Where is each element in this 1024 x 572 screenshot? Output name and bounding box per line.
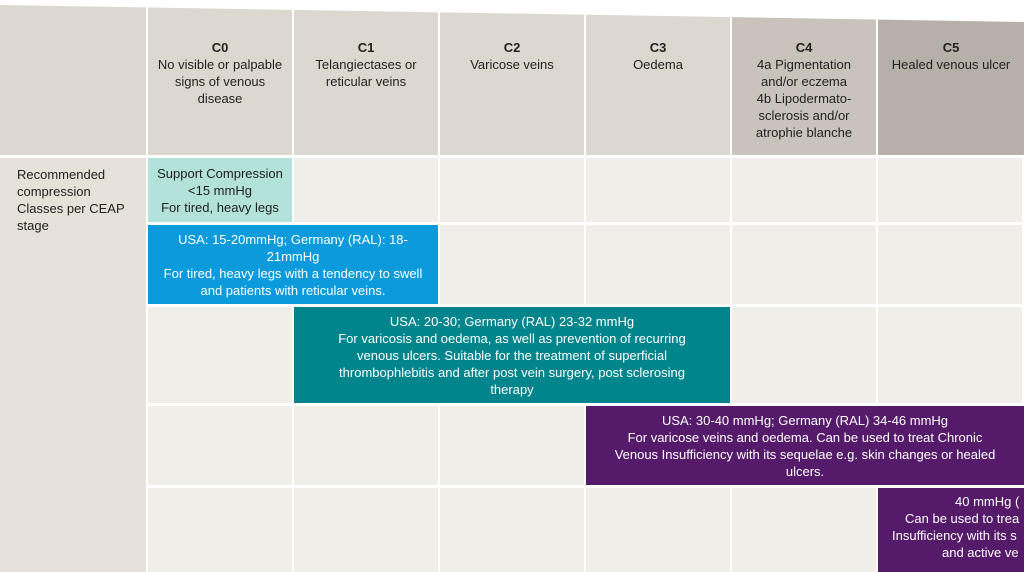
grid-cell	[294, 406, 438, 485]
band-text: <15 mmHg	[188, 182, 252, 198]
grid-cell	[586, 225, 730, 304]
stage-description: sclerosis and/or	[758, 108, 850, 123]
band-text: For varicose veins and oedema. Can be us…	[627, 429, 983, 445]
band-text: and active ve	[942, 545, 1019, 560]
band-text: USA: 15-20mmHg; Germany (RAL): 18-	[178, 231, 408, 247]
header-cell: C3 Oedema	[586, 5, 730, 155]
band-text: thrombophlebitis and after post vein sur…	[339, 364, 685, 380]
stage-code: C0	[211, 40, 229, 55]
stage-description: Telangiectases or	[315, 57, 417, 72]
grid-cell	[440, 158, 584, 222]
header-cell: C5 Healed venous ulcer	[878, 5, 1024, 155]
grid-cell	[586, 158, 730, 222]
header-cell: C1 Telangiectases or reticular veins	[294, 5, 438, 155]
band-text: USA: 30-40 mmHg; Germany (RAL) 34-46 mmH…	[661, 412, 949, 428]
stage-code: C4	[795, 40, 813, 55]
compression-band: Support Compression <15 mmHg For tired, he…	[148, 158, 292, 222]
grid-cell	[148, 488, 292, 572]
grid-cell	[440, 488, 584, 572]
band-text: For varicosis and oedema, as well as pre…	[338, 330, 686, 346]
grid-cell	[440, 406, 584, 485]
row-label-line: stage	[17, 218, 49, 233]
stage-description: disease	[197, 91, 243, 106]
stage-code: C2	[503, 40, 521, 55]
row-label-line: compression	[17, 184, 91, 199]
grid-cell	[878, 158, 1022, 222]
compression-band: USA: 20-30; Germany (RAL) 23-32 mmHg For …	[294, 307, 730, 403]
grid-cell	[732, 225, 876, 304]
grid-cell	[732, 488, 876, 572]
grid-cell	[148, 406, 292, 485]
header-cell: C2 Varicose veins	[440, 5, 584, 155]
row-label-line: Classes per CEAP	[17, 201, 125, 216]
stage-description: and/or eczema	[761, 74, 847, 89]
stage-code: C3	[649, 40, 667, 55]
stage-description: atrophie blanche	[755, 125, 853, 140]
grid-cell	[878, 307, 1022, 403]
stage-description: Varicose veins	[470, 57, 554, 72]
compression-band: 40 mmHg ( Can be used to trea Insufficienc…	[878, 488, 1024, 572]
band-text: Insufficiency with its s	[892, 528, 1017, 543]
header-cell: C4 4a Pigmentation and/or eczema 4b Lipoder…	[732, 5, 876, 155]
band-text: therapy	[490, 381, 534, 397]
band-text: USA: 20-30; Germany (RAL) 23-32 mmHg	[389, 313, 635, 329]
band-text: venous ulcers. Suitable for the treatmen…	[357, 347, 667, 363]
stage-code: C1	[357, 40, 375, 55]
band-text: For tired, heavy legs	[161, 199, 279, 215]
band-text: ulcers.	[785, 463, 825, 479]
header-cell: C0 No visible or palpable signs of venous d…	[148, 5, 292, 155]
band-text: For tired, heavy legs with a tendency to…	[163, 265, 423, 281]
grid-cell	[148, 307, 292, 403]
row-label-line: Recommended	[17, 167, 106, 182]
band-text: Can be used to trea	[905, 511, 1020, 526]
band-text: Support Compression	[157, 165, 283, 181]
grid-cell	[732, 307, 876, 403]
band-text: 21mmHg	[266, 248, 320, 264]
grid-cell	[586, 488, 730, 572]
grid-cell	[878, 225, 1022, 304]
grid-cell	[294, 488, 438, 572]
band-text: and patients with reticular veins.	[200, 282, 386, 298]
stage-description: 4b Lipodermato-	[756, 91, 852, 106]
stage-description: reticular veins	[325, 74, 407, 89]
stage-description: No visible or palpable	[157, 57, 283, 72]
stage-description: signs of venous	[174, 74, 266, 89]
grid-cell	[440, 225, 584, 304]
stage-code: C5	[942, 40, 960, 55]
stage-description: Oedema	[633, 57, 683, 72]
compression-band: USA: 15-20mmHg; Germany (RAL): 18- 21mmHg…	[148, 225, 438, 304]
grid-cell	[732, 158, 876, 222]
stage-description: Healed venous ulcer	[891, 57, 1011, 72]
band-text: 40 mmHg (	[955, 494, 1020, 509]
row-label: Recommended compression Classes per CEAP st…	[0, 158, 146, 572]
grid-cell	[294, 158, 438, 222]
band-text: Venous Insufficiency with its sequelae e…	[614, 446, 996, 462]
stage-description: 4a Pigmentation	[757, 57, 851, 72]
compression-band: USA: 30-40 mmHg; Germany (RAL) 34-46 mmH…	[586, 406, 1024, 485]
header-corner	[0, 5, 146, 155]
